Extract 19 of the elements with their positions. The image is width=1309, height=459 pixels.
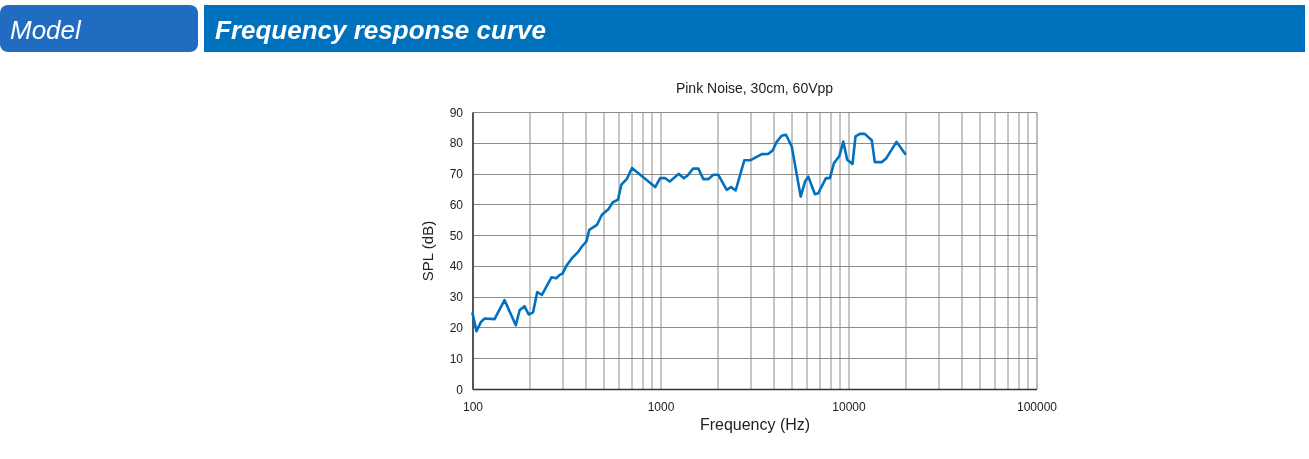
y-tick-label: 40 xyxy=(449,259,464,274)
y-tick-label: 10 xyxy=(449,351,464,366)
x-axis-title: Frequency (Hz) xyxy=(699,415,811,433)
y-tick-label: 0 xyxy=(456,382,464,397)
x-tick-label: 100000 xyxy=(1016,399,1058,414)
x-tick-label: 100 xyxy=(462,399,484,414)
y-tick-label: 70 xyxy=(449,167,464,182)
y-tick-label: 50 xyxy=(449,228,464,243)
y-tick-label: 90 xyxy=(449,105,464,120)
y-axis-title: SPL (dB) xyxy=(418,220,436,282)
x-tick-label: 10000 xyxy=(832,399,867,414)
x-tick-label: 1000 xyxy=(647,399,675,414)
y-tick-label: 30 xyxy=(449,290,464,305)
y-tick-label: 80 xyxy=(449,136,464,151)
text: Model xyxy=(10,15,83,45)
chart-subtitle: Pink Noise, 30cm, 60Vpp xyxy=(675,80,834,96)
chart-title: Frequency response curve xyxy=(215,15,546,45)
y-tick-label: 20 xyxy=(449,320,464,335)
y-tick-label: 60 xyxy=(449,197,464,212)
